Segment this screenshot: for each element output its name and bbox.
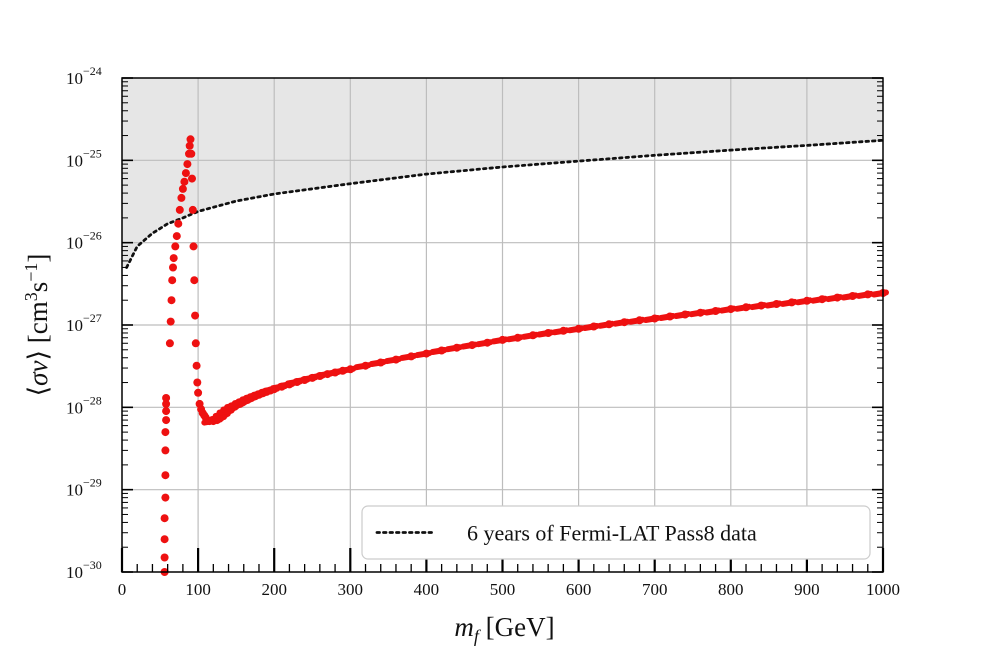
scan-point-band [840,292,859,301]
legend-label: 6 years of Fermi-LAT Pass8 data [467,521,757,546]
scan-point-band [536,329,555,338]
scan-point [190,276,199,285]
scan-point-band [642,315,661,323]
scan-point [160,553,169,562]
scan-point [191,339,200,348]
scan-point [193,378,202,387]
scan-point-band [429,347,448,355]
scan-point [162,407,171,416]
scan-point-band [703,307,722,316]
scan-point [160,535,169,544]
scan-point [188,174,196,183]
scan-point [177,193,186,202]
scan-point-band [657,313,676,321]
scan-point-band [368,359,387,367]
scan-point [189,242,198,251]
scan-point-band [871,289,889,298]
scan-point [169,254,178,263]
scan-point [165,339,174,348]
scan-point [168,276,177,285]
scan-point-band [581,323,600,331]
scatter-points-layer [160,135,889,576]
scan-point-band [399,352,418,361]
limit-line-layer [125,138,885,269]
scan-point-band [688,309,707,318]
scan-point [186,135,195,144]
scan-point-band [779,298,798,307]
scan-point [160,514,169,523]
scan-point [194,388,203,397]
scan-point [174,219,183,228]
x-tick-label: 300 [338,580,364,599]
scan-point [181,169,190,178]
scan-point [169,263,177,272]
scan-point-band [794,297,813,306]
x-tick-label: 0 [118,580,127,599]
scan-point [171,242,180,251]
scan-point [185,141,194,150]
scan-point-band [353,362,372,371]
x-tick-label: 200 [261,580,287,599]
scan-point-band [444,344,463,353]
scan-point-band [734,303,752,312]
axis-label-layer: mf [GeV] ⟨σv⟩ [cm3s−1] [21,254,555,646]
legend-box [361,505,871,560]
scan-point [175,205,184,214]
scan-point [166,317,175,326]
scan-point-band [825,294,844,303]
scan-point-band [475,339,494,348]
x-tick-label: 100 [185,580,211,599]
scan-point [162,399,171,408]
scan-point-band [612,318,631,327]
x-tick-label: 900 [794,580,820,599]
scan-point-band [855,290,874,299]
x-tick-label: 500 [490,580,516,599]
scan-point [162,416,171,425]
scan-point [161,428,170,437]
scan-point [187,149,196,158]
x-tick-label: 1000 [866,580,900,599]
x-axis-label: mf [GeV] [454,612,554,646]
scan-point-band [566,325,585,334]
scan-point-band [520,331,539,340]
scan-point [183,160,192,169]
x-tick-label: 600 [566,580,592,599]
x-tick-label: 800 [718,580,744,599]
scan-point [180,177,189,186]
scan-point-band [414,350,433,359]
scan-point [178,184,187,193]
scan-point-band [673,311,692,319]
scan-point-band [749,302,768,311]
scan-point-band [384,356,402,365]
scan-point [191,311,200,320]
scan-point-band [810,295,829,304]
scan-point [161,471,170,480]
scan-point [161,446,170,455]
scan-point [167,296,176,305]
scan-point-band [338,365,357,374]
scan-point [161,493,170,502]
excluded-region [122,78,883,268]
scan-point [192,361,201,370]
scan-point-band [505,334,524,343]
tick-label-layer: 0 100 200 300 400 500 600 700 800 900 100010−3010−… [66,64,900,599]
excluded-region-layer [122,78,883,268]
x-tick-label: 400 [414,580,440,599]
fermi-lat-limit-line [125,138,885,269]
scan-point-band [551,327,570,336]
grid [122,78,883,572]
scan-point [188,205,197,214]
scan-point-band [490,336,509,345]
x-tick-label: 700 [642,580,668,599]
scan-point-band [627,316,646,325]
scan-point-band [718,305,737,314]
scan-point-band [460,341,479,350]
scan-point-band [597,320,615,329]
scan-point [172,232,181,241]
scan-point [162,394,171,402]
scan-point-band [764,300,783,309]
legend: 6 years of Fermi-LAT Pass8 data [361,505,871,560]
y-axis-label: ⟨σv⟩ [cm3s−1] [21,254,53,397]
